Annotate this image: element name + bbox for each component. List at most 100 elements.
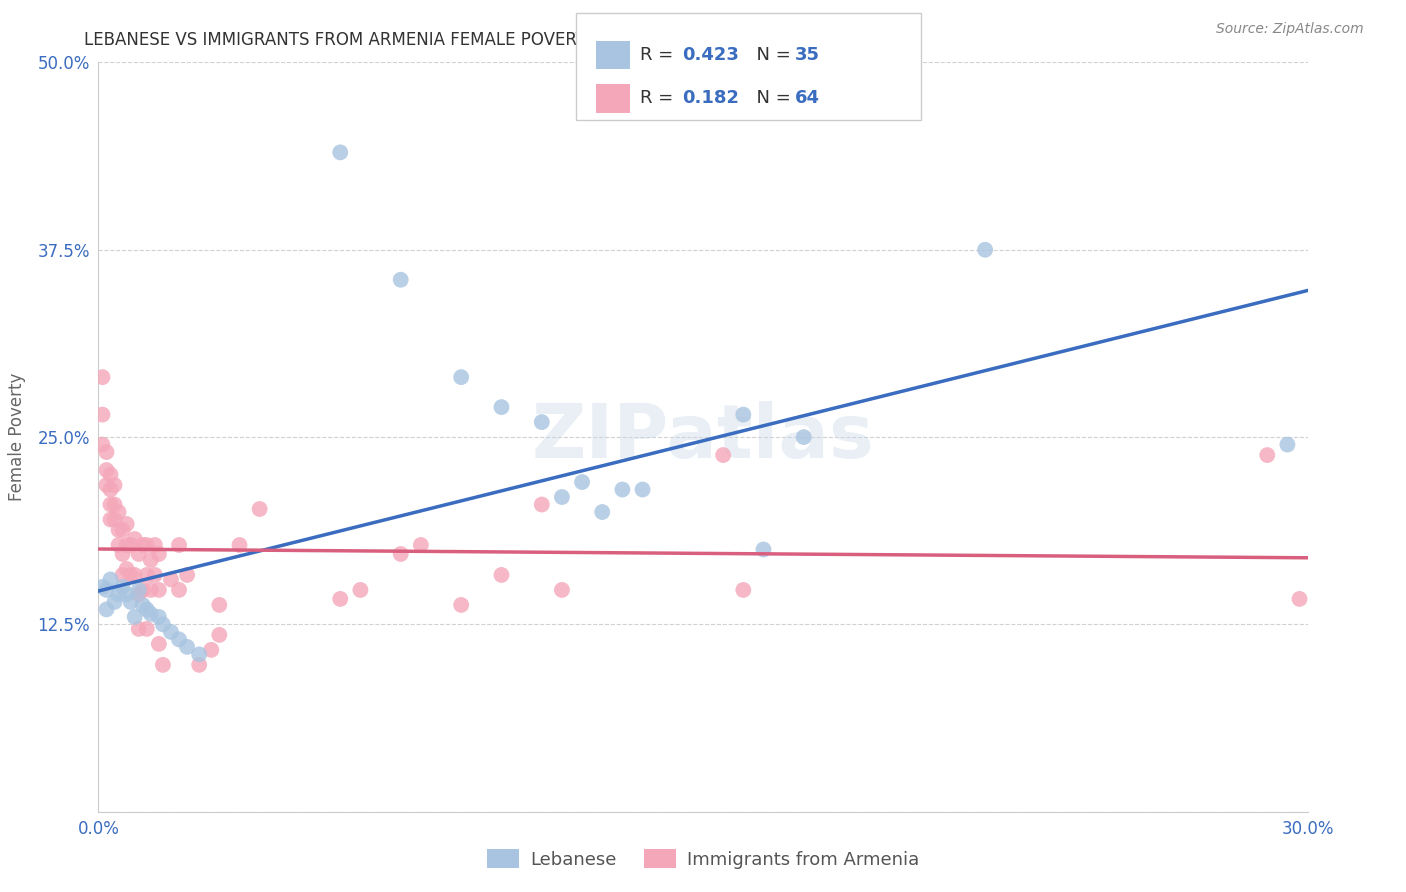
Point xyxy=(111,547,134,561)
Text: LEBANESE VS IMMIGRANTS FROM ARMENIA FEMALE POVERTY CORRELATION CHART: LEBANESE VS IMMIGRANTS FROM ARMENIA FEMA… xyxy=(84,31,782,49)
Point xyxy=(115,516,138,531)
Point xyxy=(128,547,150,561)
Point xyxy=(103,595,125,609)
Point xyxy=(115,587,138,601)
Point xyxy=(1277,437,1299,451)
Point xyxy=(103,512,125,526)
Point xyxy=(152,617,174,632)
Point xyxy=(100,467,122,482)
Point xyxy=(132,598,155,612)
Point xyxy=(96,463,118,477)
Point xyxy=(148,547,170,561)
Point xyxy=(91,408,114,422)
Point xyxy=(139,607,162,621)
Point xyxy=(228,538,250,552)
Point xyxy=(160,573,183,587)
Point xyxy=(132,538,155,552)
Point xyxy=(100,512,122,526)
Text: 0.423: 0.423 xyxy=(682,46,738,64)
Point xyxy=(491,568,513,582)
Point xyxy=(530,498,553,512)
Legend: Lebanese, Immigrants from Armenia: Lebanese, Immigrants from Armenia xyxy=(479,842,927,876)
Point xyxy=(530,415,553,429)
Point xyxy=(120,538,142,552)
Point xyxy=(107,538,129,552)
Point xyxy=(329,145,352,160)
Point xyxy=(128,622,150,636)
Point xyxy=(148,610,170,624)
Point xyxy=(124,610,146,624)
Point xyxy=(176,568,198,582)
Point xyxy=(752,542,775,557)
Point xyxy=(249,502,271,516)
Point xyxy=(148,637,170,651)
Point xyxy=(135,568,157,582)
Point xyxy=(711,448,734,462)
Point xyxy=(135,602,157,616)
Point xyxy=(100,573,122,587)
Point xyxy=(389,273,412,287)
Point xyxy=(132,582,155,597)
Point xyxy=(111,568,134,582)
Text: 64: 64 xyxy=(794,89,820,107)
Point xyxy=(208,598,231,612)
Point xyxy=(100,483,122,497)
Point xyxy=(152,657,174,672)
Point xyxy=(167,632,190,647)
Point xyxy=(551,582,574,597)
Point xyxy=(571,475,593,489)
Point xyxy=(91,370,114,384)
Point xyxy=(107,523,129,537)
Point xyxy=(128,587,150,601)
Text: R =: R = xyxy=(640,89,679,107)
Y-axis label: Female Poverty: Female Poverty xyxy=(8,373,27,501)
Point xyxy=(450,370,472,384)
Point xyxy=(1256,448,1278,462)
Text: 0.182: 0.182 xyxy=(682,89,740,107)
Point xyxy=(208,628,231,642)
Point xyxy=(115,562,138,576)
Point xyxy=(329,591,352,606)
Point xyxy=(733,408,755,422)
Point xyxy=(148,582,170,597)
Point xyxy=(96,445,118,459)
Point xyxy=(115,538,138,552)
Point xyxy=(139,582,162,597)
Point xyxy=(450,598,472,612)
Point xyxy=(96,602,118,616)
Point xyxy=(100,498,122,512)
Point xyxy=(139,553,162,567)
Point xyxy=(124,532,146,546)
Point xyxy=(103,478,125,492)
Text: N =: N = xyxy=(745,89,797,107)
Point xyxy=(176,640,198,654)
Point xyxy=(551,490,574,504)
Point xyxy=(612,483,634,497)
Point xyxy=(143,568,166,582)
Point xyxy=(111,580,134,594)
Text: R =: R = xyxy=(640,46,679,64)
Point xyxy=(733,582,755,597)
Point xyxy=(91,437,114,451)
Point xyxy=(160,624,183,639)
Point xyxy=(135,622,157,636)
Point xyxy=(409,538,432,552)
Point xyxy=(1288,591,1310,606)
Point xyxy=(120,595,142,609)
Point xyxy=(188,657,211,672)
Point xyxy=(631,483,654,497)
Point xyxy=(167,582,190,597)
Point xyxy=(167,538,190,552)
Text: 35: 35 xyxy=(794,46,820,64)
Point xyxy=(96,478,118,492)
Point xyxy=(389,547,412,561)
Text: Source: ZipAtlas.com: Source: ZipAtlas.com xyxy=(1216,22,1364,37)
Point xyxy=(974,243,997,257)
Point xyxy=(188,648,211,662)
Point xyxy=(120,568,142,582)
Text: N =: N = xyxy=(745,46,797,64)
Point xyxy=(107,505,129,519)
Point xyxy=(103,498,125,512)
Point xyxy=(124,568,146,582)
Point xyxy=(793,430,815,444)
